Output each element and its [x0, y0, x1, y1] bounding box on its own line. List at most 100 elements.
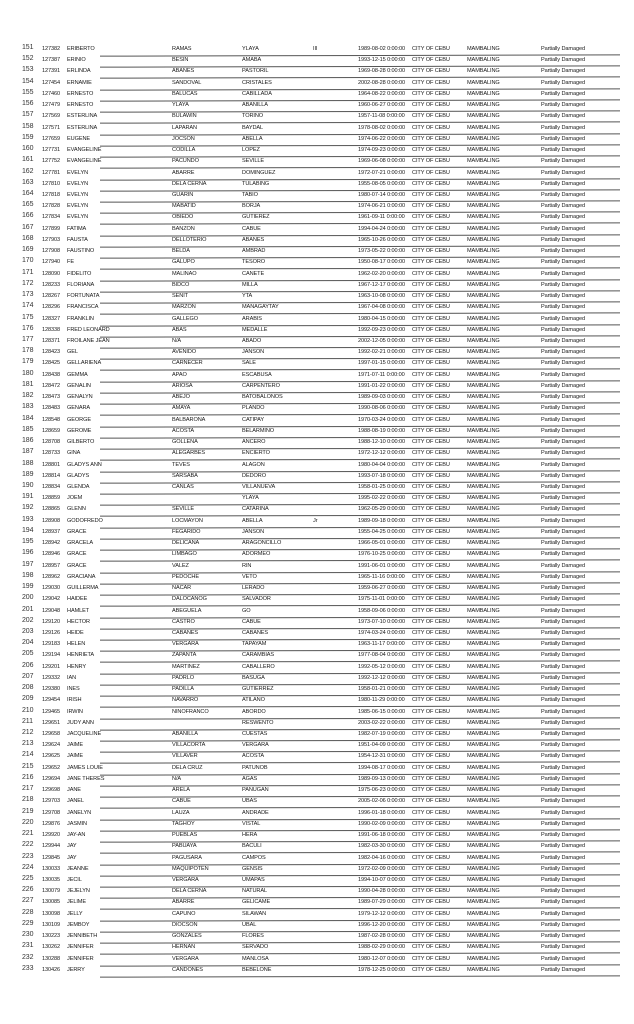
table-row: 181 128472 GENALIN ARIOSA CARPENTERO 1991-01-…	[0, 381, 634, 394]
birthdate: 1969-08-28 0:00:00	[358, 68, 406, 75]
barangay: MAMBALING	[467, 787, 500, 794]
first-name: JANELYN	[67, 809, 92, 816]
record-id: 129698	[42, 787, 61, 794]
last-name: ABELLA	[242, 517, 263, 524]
record-id: 129201	[42, 663, 61, 670]
barangay: MAMBALING	[467, 248, 500, 255]
first-name: FROILANE JEAN	[67, 337, 110, 344]
middle-name: CAPUNO	[172, 910, 196, 917]
city: CITY OF CEBU	[412, 888, 450, 895]
first-name: GILBERTO	[67, 439, 95, 446]
row-number: 203	[22, 627, 34, 635]
birthdate: 1969-06-08 0:00:00	[358, 158, 406, 165]
last-name: MEDALLE	[242, 326, 268, 333]
last-name: DEDORO	[242, 472, 266, 479]
birthdate: 1960-06-27 0:00:00	[358, 102, 406, 109]
record-id: 128548	[42, 416, 61, 423]
city: CITY OF CEBU	[412, 427, 450, 434]
first-name: FATIMA	[67, 225, 87, 232]
row-number: 174	[22, 302, 34, 310]
birthdate: 1978-12-25 0:00:00	[358, 966, 406, 973]
last-name: TAPAYAM	[242, 641, 267, 648]
table-row: 195 128942 GRACELA DELICANA ARAGONCILLO 1966-…	[0, 538, 634, 551]
barangay: MAMBALING	[467, 596, 500, 603]
table-row: 216 129694 JANE THERES N/A AGAS 1989-09-13 0:…	[0, 774, 634, 787]
row-number: 225	[22, 875, 34, 883]
row-number: 217	[22, 785, 34, 793]
birthdate: 1992-02-21 0:00:00	[358, 349, 406, 356]
city: CITY OF CEBU	[412, 135, 450, 142]
damage-status: Partially Damaged	[541, 158, 586, 165]
table-row: 151 127382 ERIBERTO RAMAS YLAYA III 1989-08-02…	[0, 44, 634, 57]
table-row: 163 127810 EVELYN DELA CERNA TULABING 1955-08…	[0, 179, 634, 192]
birthdate: 1979-12-12 0:00:00	[358, 910, 406, 917]
row-number: 231	[22, 942, 34, 950]
barangay: MAMBALING	[467, 809, 500, 816]
first-name: JAY	[67, 843, 77, 850]
row-number: 211	[22, 717, 33, 725]
birthdate: 1994-10-07 0:00:00	[358, 877, 406, 884]
damage-status: Partially Damaged	[541, 528, 586, 535]
table-row: 203 129126 HEIDE CABANES CABANES 1974-03-24 0…	[0, 627, 634, 641]
city: CITY OF CEBU	[412, 248, 450, 255]
damage-status: Partially Damaged	[541, 820, 586, 827]
table-row: 233 130426 JERRY CANDONES BEBELONE 1978-12-25…	[0, 965, 634, 978]
barangay: MAMBALING	[467, 68, 500, 75]
city: CITY OF CEBU	[412, 944, 450, 951]
middle-name: DELA CERNA	[172, 888, 207, 895]
last-name: ABANILLA	[242, 102, 268, 109]
row-number: 177	[22, 335, 34, 343]
city: CITY OF CEBU	[412, 686, 450, 693]
table-row: 222 129944 JAY PABUAYA BACULI 1982-03-30 0:00…	[0, 841, 634, 855]
last-name: ENCIERTO	[242, 450, 270, 457]
first-name: FE	[67, 259, 74, 266]
table-row: 160 127731 EVANGELINE CODILLA LOPEZ 1974-09-2…	[0, 145, 634, 158]
barangay: MAMBALING	[467, 708, 500, 715]
first-name: JELLY	[67, 910, 83, 917]
barangay: MAMBALING	[467, 281, 500, 288]
birthdate: 1954-12-31 0:00:00	[358, 753, 406, 760]
damage-status: Partially Damaged	[541, 551, 586, 558]
middle-name: NACAR	[172, 585, 192, 592]
row-number: 194	[22, 526, 34, 534]
record-id: 128296	[42, 304, 61, 311]
birthdate: 1989-08-02 0:00:00	[358, 46, 406, 52]
barangay: MAMBALING	[467, 877, 500, 884]
table-row: 162 127781 EVELYN ABARRE DOMINGUEZ 1972-07-21…	[0, 168, 634, 181]
damage-status: Partially Damaged	[541, 764, 586, 771]
middle-name: GUARIN	[172, 191, 194, 198]
barangay: MAMBALING	[467, 360, 500, 367]
record-id: 130426	[42, 966, 61, 973]
record-id: 128473	[42, 394, 61, 401]
record-id: 127818	[42, 191, 61, 198]
record-id: 129694	[42, 775, 61, 782]
table-row: 156 127479 ERNESTO YLAYA ABANILLA 1960-06-27 …	[0, 100, 634, 113]
record-id: 127382	[42, 46, 61, 52]
table-row: 166 127834 EVELYN OBIEDO GUTIEREZ 1961-09-11 …	[0, 212, 634, 226]
middle-name: SANDOVAL	[172, 79, 202, 86]
middle-name: GALUPO	[172, 259, 195, 266]
damage-status: Partially Damaged	[541, 472, 586, 479]
damage-status: Partially Damaged	[541, 495, 586, 502]
barangay: MAMBALING	[467, 225, 500, 232]
city: CITY OF CEBU	[412, 450, 450, 457]
barangay: MAMBALING	[467, 427, 500, 434]
damage-status: Partially Damaged	[541, 304, 586, 311]
last-name: PLANDO	[242, 405, 265, 412]
table-row: 157 127569 ESTERLINA BULAWIN TORINO 1957-11-0…	[0, 111, 634, 125]
first-name: JERRY	[67, 966, 85, 973]
first-name: IAN	[67, 674, 77, 681]
first-name: JUDY ANN	[67, 719, 94, 726]
table-row: 170 127940 FE GALUPO TESORO 1950-08-17 0:00:0…	[0, 257, 634, 271]
birthdate: 1995-02-22 0:00:00	[358, 495, 406, 502]
city: CITY OF CEBU	[412, 349, 450, 356]
damage-status: Partially Damaged	[541, 79, 586, 86]
first-name: GEMMA	[67, 371, 88, 378]
middle-name: PADILLA	[172, 686, 194, 693]
barangay: MAMBALING	[467, 753, 500, 760]
city: CITY OF CEBU	[412, 304, 450, 311]
middle-name: JOCSON	[172, 135, 195, 142]
middle-name: YLAYA	[172, 102, 189, 109]
last-name: CUESTAS	[242, 731, 268, 738]
record-id: 128267	[42, 293, 61, 300]
